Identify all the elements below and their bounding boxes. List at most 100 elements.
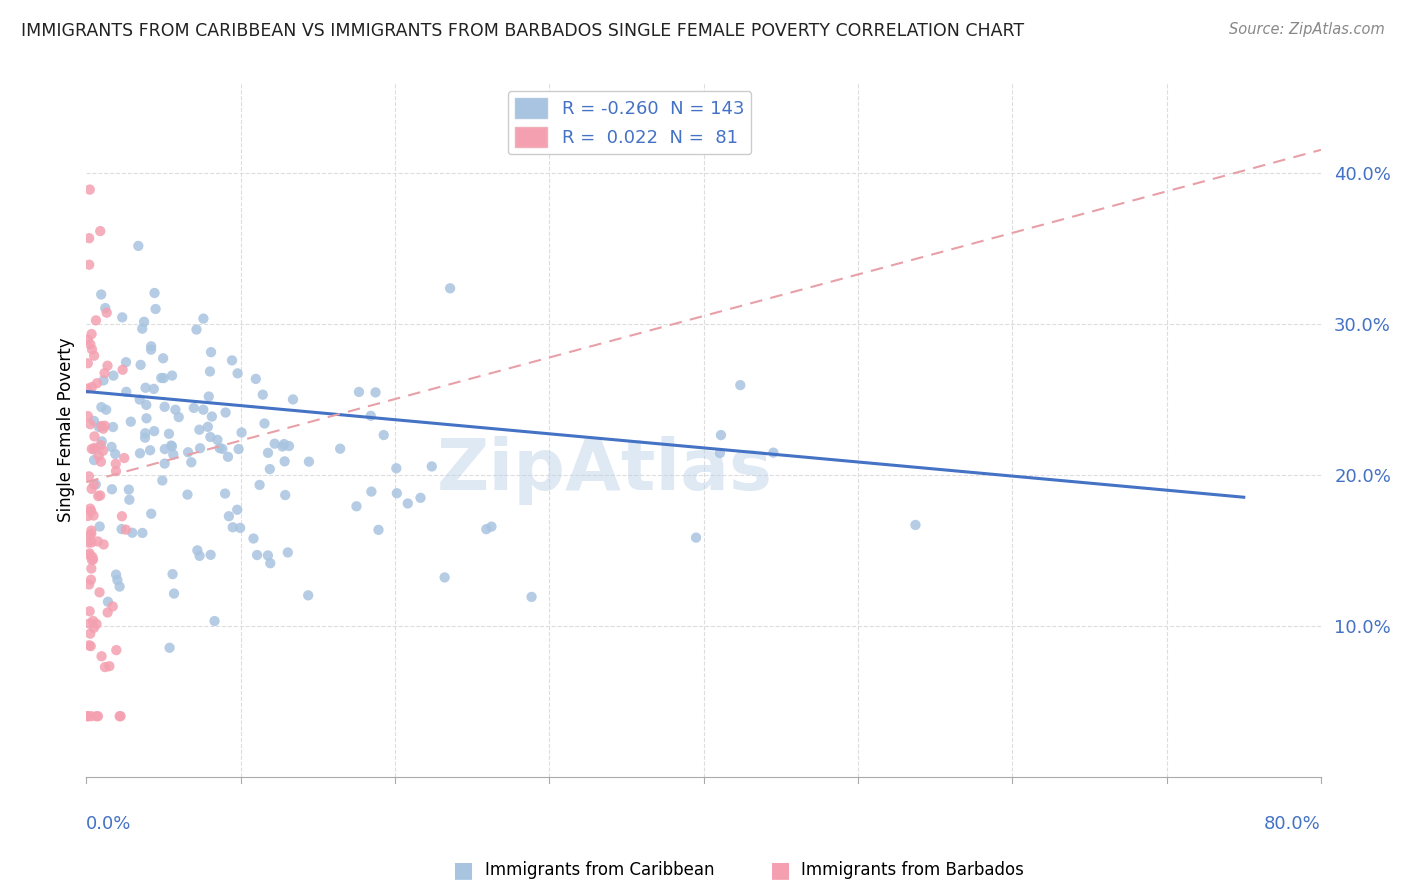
Point (188, 549, 211, 563)
Point (77, 577, 100, 591)
Point (77, 535, 100, 549)
Point (367, 523, 389, 537)
Point (111, 363, 134, 377)
Point (79, 546, 101, 560)
Point (89, 488, 111, 502)
Point (176, 487, 198, 501)
Point (709, 446, 731, 460)
Point (160, 368, 183, 383)
Point (226, 502, 249, 516)
Point (152, 371, 174, 385)
Point (297, 588, 319, 602)
Point (257, 549, 280, 563)
Text: 80.0%: 80.0% (1264, 814, 1320, 833)
Point (273, 454, 295, 468)
Point (105, 573, 128, 587)
Point (80, 639, 103, 653)
Point (396, 496, 419, 510)
Point (83, 441, 105, 455)
Point (186, 543, 208, 558)
Point (139, 343, 162, 357)
Point (188, 441, 211, 455)
Point (150, 371, 173, 385)
Point (79, 548, 101, 562)
Point (134, 426, 156, 441)
Point (76, 709, 98, 723)
Point (271, 440, 294, 454)
Point (91, 422, 114, 436)
Point (180, 455, 202, 469)
Point (274, 488, 297, 502)
Point (80, 573, 103, 587)
Point (90, 455, 112, 469)
Point (86, 709, 108, 723)
Point (80, 343, 103, 357)
Point (153, 457, 176, 471)
Point (128, 392, 150, 407)
Point (87, 449, 110, 463)
Point (86, 617, 108, 632)
Point (100, 440, 122, 454)
Point (94, 301, 117, 315)
Point (475, 522, 498, 536)
Point (76, 382, 98, 396)
Point (105, 567, 128, 582)
Point (197, 390, 219, 404)
Point (82, 552, 104, 566)
Point (360, 409, 382, 423)
Point (83, 349, 105, 363)
Point (87, 489, 110, 503)
Point (90, 419, 112, 434)
Point (83, 453, 105, 467)
Point (143, 424, 166, 438)
Point (257, 446, 280, 460)
Point (162, 567, 184, 582)
Point (80, 709, 103, 723)
Point (373, 428, 395, 442)
Point (93, 537, 115, 551)
Point (360, 484, 382, 499)
Point (121, 525, 143, 540)
Point (89, 585, 111, 599)
Point (131, 525, 153, 540)
Point (167, 410, 190, 425)
Point (79, 604, 101, 618)
Point (105, 643, 128, 657)
Point (221, 353, 243, 368)
Point (150, 474, 173, 488)
Point (83, 442, 105, 457)
Point (162, 448, 184, 462)
Text: Source: ZipAtlas.com: Source: ZipAtlas.com (1229, 22, 1385, 37)
Text: Immigrants from Caribbean: Immigrants from Caribbean (485, 861, 714, 879)
Point (214, 486, 236, 500)
Point (222, 520, 245, 534)
Point (200, 345, 222, 359)
Point (246, 548, 269, 562)
Point (135, 411, 157, 425)
Point (159, 640, 181, 655)
Point (79, 616, 101, 631)
Point (177, 445, 200, 459)
Point (87, 709, 110, 723)
Point (710, 428, 733, 442)
Point (94, 402, 117, 417)
Point (263, 436, 285, 450)
Point (200, 430, 222, 444)
Point (80, 535, 103, 549)
Text: ZipAtlas: ZipAtlas (437, 436, 773, 506)
Point (104, 464, 127, 478)
Point (83, 621, 105, 635)
Point (198, 364, 221, 378)
Point (77, 638, 100, 652)
Point (139, 443, 162, 458)
Y-axis label: Single Female Poverty: Single Female Poverty (58, 337, 75, 522)
Point (211, 442, 233, 456)
Point (481, 519, 503, 533)
Point (160, 439, 183, 453)
Point (141, 339, 163, 353)
Point (97, 595, 120, 609)
Point (201, 409, 224, 424)
Point (104, 447, 127, 461)
Point (76, 333, 98, 347)
Point (385, 461, 408, 475)
